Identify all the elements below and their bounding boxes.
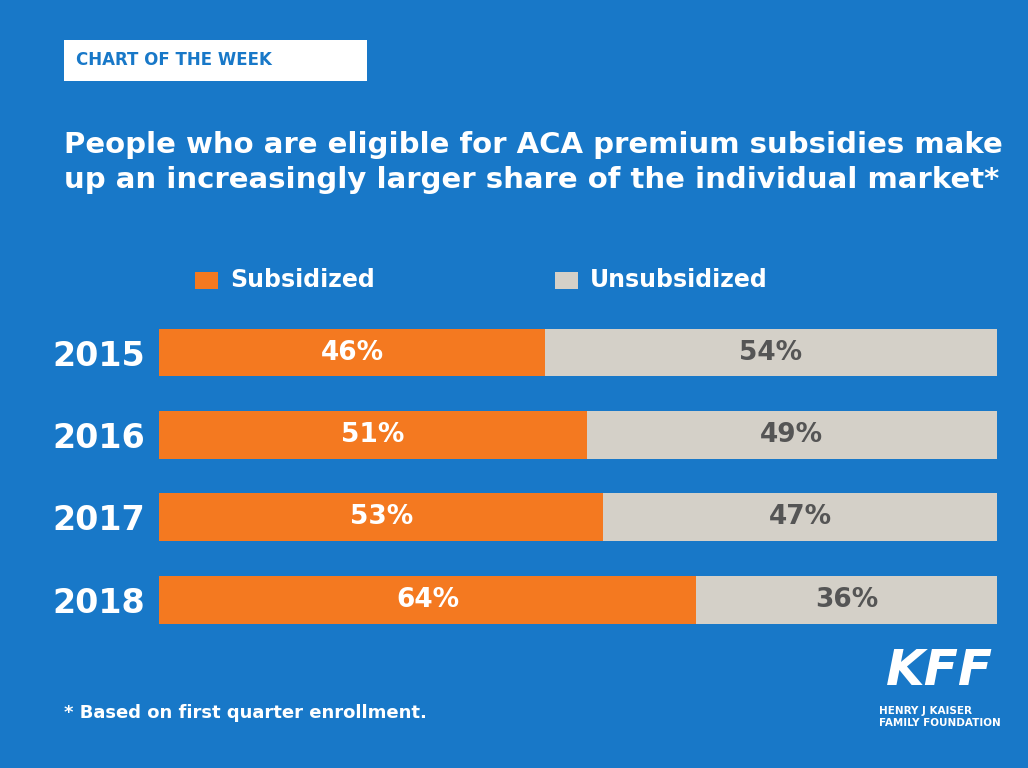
FancyBboxPatch shape	[555, 272, 578, 289]
Text: 53%: 53%	[350, 505, 413, 531]
Text: HENRY J KAISER: HENRY J KAISER	[879, 706, 971, 716]
Text: FAMILY FOUNDATION: FAMILY FOUNDATION	[879, 718, 1000, 728]
Text: 51%: 51%	[341, 422, 405, 448]
Bar	[587, 411, 997, 458]
Text: 49%: 49%	[761, 422, 823, 448]
Text: 54%: 54%	[739, 339, 803, 366]
Text: People who are eligible for ACA premium subsidies make
up an increasingly larger: People who are eligible for ACA premium …	[64, 131, 1002, 194]
Text: 64%: 64%	[396, 587, 460, 613]
Bar	[159, 329, 545, 376]
Text: Subsidized: Subsidized	[230, 268, 375, 293]
FancyBboxPatch shape	[195, 272, 218, 289]
Bar	[159, 576, 696, 624]
Bar	[545, 329, 997, 376]
Text: CHART OF THE WEEK: CHART OF THE WEEK	[76, 51, 272, 69]
FancyBboxPatch shape	[64, 40, 367, 81]
Text: 36%: 36%	[815, 587, 878, 613]
Bar	[159, 411, 587, 458]
Text: 46%: 46%	[321, 339, 383, 366]
Text: KFF: KFF	[886, 647, 993, 695]
Bar	[603, 494, 997, 541]
Bar	[159, 494, 603, 541]
Bar	[696, 576, 997, 624]
Text: Unsubsidized: Unsubsidized	[590, 268, 768, 293]
Text: 47%: 47%	[769, 505, 832, 531]
Text: * Based on first quarter enrollment.: * Based on first quarter enrollment.	[64, 703, 427, 722]
